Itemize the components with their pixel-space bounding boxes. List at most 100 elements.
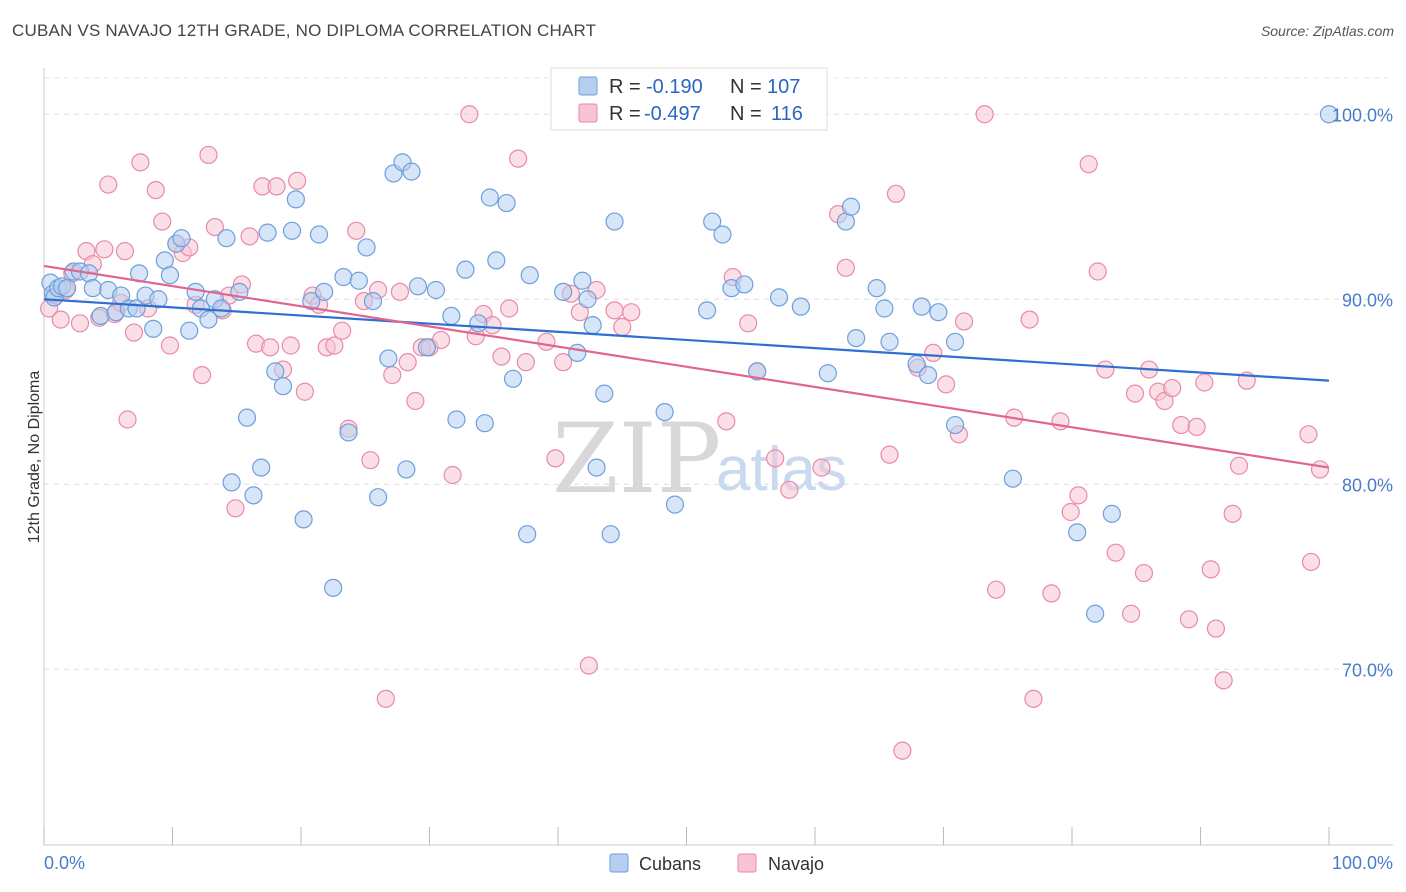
navajo-point (267, 177, 286, 196)
cubans-trend-line (43, 298, 1330, 382)
x-tick-min: 0.0% (44, 853, 85, 873)
series-swatch-cubans (609, 853, 629, 873)
navajo-point (1020, 310, 1039, 329)
navajo-point (613, 317, 632, 337)
navajo-point (1125, 384, 1145, 403)
cubans-point (324, 578, 343, 597)
navajo-point (460, 105, 479, 124)
y-tick-label: 100.0% (1332, 105, 1393, 125)
navajo-point (924, 343, 943, 362)
cubans-point (258, 223, 277, 242)
y-tick-label: 70.0% (1342, 660, 1393, 680)
navajo-point (333, 321, 352, 340)
navajo-point (51, 310, 70, 329)
legend-swatch-navajo (578, 103, 598, 123)
legend-n-label-navajo: N = (730, 103, 762, 125)
navajo-point (1024, 689, 1043, 708)
cubans-point (480, 188, 499, 207)
navajo-point (192, 366, 212, 385)
navajo-point (554, 353, 573, 372)
cubans-point (252, 458, 271, 477)
navajo-point (954, 312, 974, 331)
cubans-point (573, 271, 592, 290)
legend-r-label-cubans: R = (609, 76, 641, 98)
navajo-point (492, 347, 511, 366)
navajo-point (1163, 378, 1182, 398)
cubans-point (180, 321, 199, 340)
navajo-point (1061, 502, 1080, 522)
navajo-point (780, 480, 799, 499)
x-tick-max: 100.0% (1332, 853, 1393, 873)
navajo-point (146, 181, 165, 200)
cubans-point (315, 282, 334, 301)
cubans-point (595, 384, 614, 403)
navajo-point (1223, 504, 1242, 523)
navajo-point (124, 323, 144, 342)
cubans-point (408, 277, 428, 296)
legend-r-value-cubans: -0.190 (646, 76, 703, 98)
cubans-point (703, 212, 722, 231)
cubans-point (273, 377, 293, 396)
cubans-point (172, 229, 191, 248)
navajo-point (936, 375, 956, 394)
navajo-point (622, 303, 641, 322)
cubans-point (222, 473, 241, 492)
navajo-point (398, 353, 417, 372)
cubans-point (875, 299, 894, 318)
cubans-point (91, 306, 110, 325)
cubans-point (144, 319, 163, 338)
navajo-point (836, 258, 855, 277)
cubans-point (1003, 469, 1022, 488)
navajo-point (605, 301, 624, 320)
cubans-point (475, 414, 494, 433)
legend-n-value-navajo: 116 (771, 103, 803, 125)
navajo-point (431, 330, 451, 350)
cubans-point (186, 282, 205, 301)
navajo-point (199, 145, 218, 165)
cubans-point (520, 266, 539, 285)
cubans-point (1068, 523, 1087, 542)
navajo-point (115, 242, 135, 261)
cubans-point (713, 225, 732, 244)
navajo-point (160, 336, 180, 355)
navajo-point (717, 412, 736, 431)
cubans-point (442, 306, 461, 325)
navajo-point (1134, 563, 1154, 583)
navajo-point (406, 391, 425, 411)
cubans-point (379, 349, 398, 368)
navajo-point (443, 465, 462, 485)
navajo-point (1179, 610, 1199, 629)
chart-title: CUBAN VS NAVAJO 12TH GRADE, NO DIPLOMA C… (12, 21, 597, 40)
navajo-point (295, 382, 314, 401)
cubans-point (735, 275, 754, 294)
navajo-point (1195, 373, 1214, 392)
legend-r-label-navajo: R = (609, 103, 641, 125)
navajo-point (537, 332, 556, 351)
navajo-point (390, 282, 410, 301)
cubans-point (456, 260, 475, 279)
legend-swatch-cubans (578, 76, 598, 96)
cubans-point (518, 525, 537, 544)
navajo-point (288, 171, 307, 190)
navajo-point (1299, 425, 1318, 444)
navajo-point (205, 218, 225, 237)
navajo-point (376, 689, 395, 708)
cubans-point (583, 316, 602, 335)
cubans-point (58, 279, 77, 298)
cubans-point (286, 190, 305, 209)
navajo-point (226, 499, 245, 518)
navajo-point (1201, 560, 1220, 579)
navajo-point (1106, 543, 1125, 562)
cubans-point (282, 221, 302, 240)
navajo-point (1122, 604, 1141, 623)
navajo-point (240, 227, 259, 246)
cubans-point (912, 297, 931, 316)
legend-n-value-cubans: 107 (767, 76, 800, 98)
cubans-point (369, 488, 388, 507)
cubans-point (266, 362, 285, 381)
cubans-point (199, 310, 218, 329)
gridlines (44, 77, 1393, 670)
cubans-point (880, 332, 899, 351)
cubans-point (578, 290, 597, 309)
navajo-point (153, 212, 172, 231)
